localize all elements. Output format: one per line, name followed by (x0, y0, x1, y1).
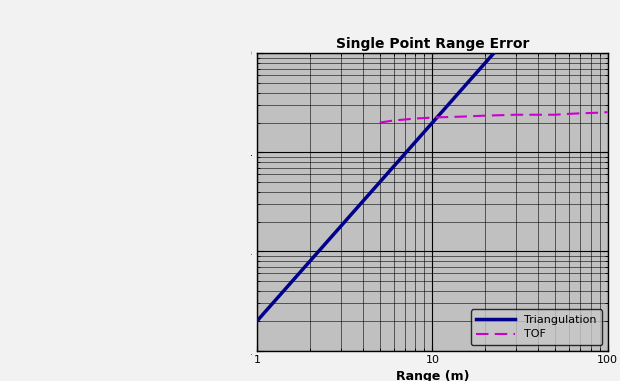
TOF (596, 110, 603, 115)
TOF (565, 112, 572, 116)
TOF (402, 117, 409, 122)
TOF (587, 111, 595, 115)
Line: TOF: TOF (379, 112, 608, 123)
TOF (421, 116, 428, 120)
TOF (376, 120, 383, 125)
TOF (429, 115, 436, 120)
Triangulation (268, 303, 275, 307)
Triangulation (254, 319, 261, 323)
Triangulation (347, 213, 354, 218)
Triangulation (275, 295, 282, 299)
Y-axis label: Error (cm): Error (cm) (211, 166, 224, 238)
TOF (482, 114, 489, 118)
TOF (390, 118, 397, 123)
Line: Triangulation: Triangulation (257, 0, 608, 321)
TOF (604, 110, 611, 114)
TOF (534, 112, 542, 117)
Title: Single Point Range Error: Single Point Range Error (336, 37, 529, 51)
Legend: Triangulation, TOF: Triangulation, TOF (471, 309, 602, 345)
TOF (459, 114, 467, 119)
TOF (512, 112, 520, 117)
Triangulation (319, 245, 326, 249)
TOF (577, 111, 584, 115)
TOF (412, 116, 419, 121)
X-axis label: Range (m): Range (m) (396, 370, 469, 381)
TOF (551, 112, 559, 117)
